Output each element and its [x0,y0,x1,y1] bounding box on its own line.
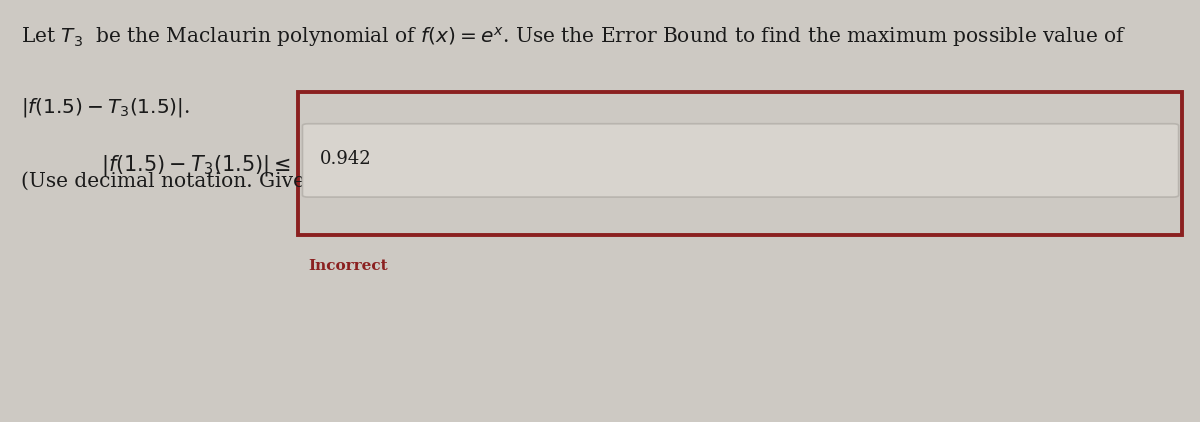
FancyBboxPatch shape [302,124,1178,197]
Text: $|f(1.5) - T_3(1.5)| \leq$: $|f(1.5) - T_3(1.5)| \leq$ [101,153,290,178]
Text: $|f(1.5) - T_3(1.5)|$.: $|f(1.5) - T_3(1.5)|$. [22,96,191,119]
Text: Let $T_3$  be the Maclaurin polynomial of $f(x) = e^x$. Use the Error Bound to f: Let $T_3$ be the Maclaurin polynomial of… [22,24,1127,49]
FancyBboxPatch shape [298,92,1182,235]
Text: (Use decimal notation. Give your answer to four decimal places.): (Use decimal notation. Give your answer … [22,171,686,191]
Text: 0.942: 0.942 [320,150,372,168]
Text: Incorrect: Incorrect [308,259,388,273]
